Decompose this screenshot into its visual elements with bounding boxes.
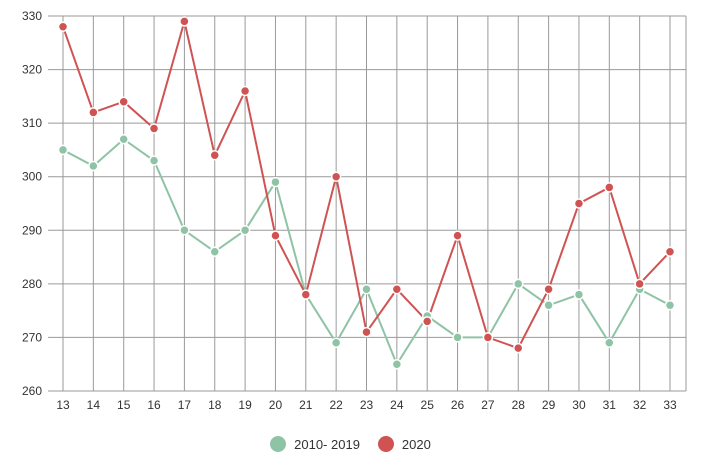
x-axis-labels: 13 14 15 16 17 18 19 20 21 22 23 24 25 26 27 28 29 30 31 32… <box>56 398 677 412</box>
data-point-series-2[interactable] <box>482 332 494 343</box>
y-axis-labels: 260 270 280 290 300 310 320 330 <box>22 9 42 398</box>
data-point-series-1[interactable] <box>391 358 403 370</box>
x-tick-label: 31 <box>603 398 617 412</box>
data-point-series-2[interactable] <box>179 16 190 27</box>
data-point-series-1[interactable] <box>209 246 220 257</box>
legend-item-series-2[interactable]: 2020 <box>377 436 431 452</box>
legend-label-series-2: 2020 <box>401 436 431 452</box>
x-tick-label: 21 <box>299 398 313 412</box>
data-point-series-2[interactable] <box>391 283 403 295</box>
data-point-series-1[interactable] <box>239 225 251 236</box>
x-tick-label: 30 <box>572 398 586 412</box>
legend-item-series-1[interactable]: 2010- 2019 <box>270 436 360 452</box>
data-point-series-2[interactable] <box>300 289 312 300</box>
data-point-series-2[interactable] <box>118 96 129 107</box>
legend: 2010- 2019 2020 <box>0 432 701 456</box>
x-tick-label: 14 <box>87 398 101 412</box>
x-tick-label: 29 <box>542 398 556 412</box>
y-tick-label: 310 <box>22 116 42 130</box>
x-tick-label: 23 <box>360 398 374 412</box>
x-tick-label: 32 <box>633 398 647 412</box>
data-point-series-2[interactable] <box>239 85 251 97</box>
data-point-series-2[interactable] <box>148 123 160 134</box>
data-point-series-2[interactable] <box>330 171 342 182</box>
x-tick-label: 15 <box>117 398 131 412</box>
x-tick-label: 22 <box>329 398 343 412</box>
data-point-series-2[interactable] <box>573 198 585 209</box>
x-tick-label: 26 <box>451 398 465 412</box>
x-tick-label: 25 <box>421 398 435 412</box>
data-point-series-1[interactable] <box>148 155 160 166</box>
x-tick-label: 24 <box>390 398 404 412</box>
data-point-series-2[interactable] <box>57 21 69 32</box>
y-tick-label: 290 <box>22 223 42 237</box>
y-tick-label: 330 <box>22 9 42 23</box>
x-tick-label: 33 <box>663 398 677 412</box>
data-point-series-2[interactable] <box>604 182 615 193</box>
data-point-series-1[interactable] <box>604 337 615 349</box>
data-point-series-2[interactable] <box>664 246 676 257</box>
x-tick-label: 17 <box>178 398 192 412</box>
data-point-series-1[interactable] <box>543 300 554 311</box>
x-tick-label: 13 <box>56 398 70 412</box>
y-tick-label: 300 <box>22 170 42 184</box>
legend-label-series-1: 2010- 2019 <box>294 436 360 452</box>
data-point-series-1[interactable] <box>330 337 342 349</box>
data-point-series-1[interactable] <box>513 278 524 290</box>
y-tick-label: 270 <box>22 330 42 344</box>
y-tick-label: 320 <box>22 63 42 77</box>
y-tick-label: 280 <box>22 277 42 291</box>
data-point-series-2[interactable] <box>361 326 372 338</box>
series-points <box>57 16 676 370</box>
data-point-series-1[interactable] <box>118 133 129 145</box>
data-point-series-1[interactable] <box>57 144 69 156</box>
legend-swatch-series-1 <box>270 436 287 452</box>
y-tick-label: 260 <box>22 384 42 398</box>
data-point-series-1[interactable] <box>664 300 676 311</box>
data-point-series-1[interactable] <box>361 283 372 295</box>
data-point-series-1[interactable] <box>88 160 99 172</box>
legend-swatch-series-2 <box>377 436 394 452</box>
x-tick-label: 19 <box>238 398 252 412</box>
data-point-series-2[interactable] <box>421 316 433 327</box>
data-point-series-1[interactable] <box>573 289 585 300</box>
x-tick-label: 20 <box>269 398 283 412</box>
data-point-series-2[interactable] <box>513 342 524 354</box>
data-point-series-2[interactable] <box>452 230 463 241</box>
x-tick-label: 18 <box>208 398 222 412</box>
data-point-series-2[interactable] <box>209 150 220 161</box>
data-point-series-1[interactable] <box>179 225 190 236</box>
data-point-series-1[interactable] <box>452 332 463 343</box>
data-point-series-1[interactable] <box>270 176 281 188</box>
x-tick-label: 16 <box>147 398 161 412</box>
data-point-series-2[interactable] <box>543 283 554 295</box>
x-tick-label: 28 <box>512 398 526 412</box>
data-point-series-2[interactable] <box>634 278 645 290</box>
data-point-series-2[interactable] <box>88 107 99 118</box>
x-tick-label: 27 <box>481 398 495 412</box>
data-point-series-2[interactable] <box>270 230 281 241</box>
